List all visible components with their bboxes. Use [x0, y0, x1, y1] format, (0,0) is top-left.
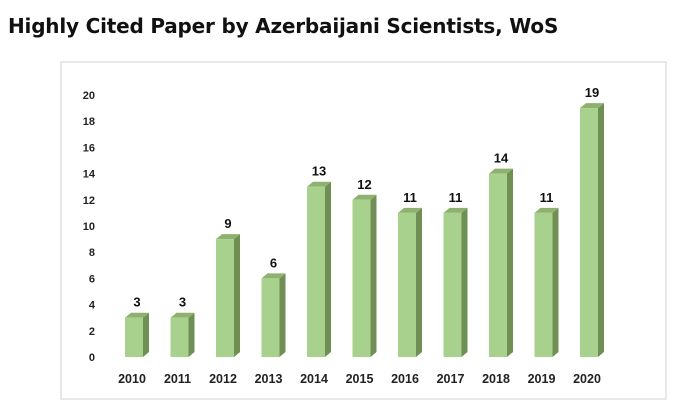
bar-side: [370, 194, 377, 357]
bar-2017: [443, 207, 468, 357]
y-tick-label: 2: [89, 326, 95, 338]
bar-front: [261, 278, 280, 357]
bar-top: [216, 234, 240, 240]
x-tick-label: 2010: [118, 372, 146, 386]
bar-side: [461, 207, 468, 357]
y-tick-label: 6: [89, 273, 95, 285]
bar-2015: [352, 194, 377, 357]
bar-side: [188, 312, 195, 357]
bar-front: [352, 199, 371, 357]
bar-top: [352, 194, 377, 200]
bar-2011: [170, 312, 195, 357]
bar-top: [443, 207, 468, 213]
bar-front: [170, 317, 189, 357]
bar-top: [261, 273, 286, 279]
y-tick-label: 14: [83, 169, 96, 181]
data-label: 11: [403, 190, 417, 205]
x-tick-label: 2019: [528, 372, 556, 386]
y-tick-label: 8: [89, 247, 95, 259]
x-tick-label: 2015: [346, 372, 374, 386]
bar-2012: [216, 234, 240, 357]
x-tick-label: 2014: [300, 372, 328, 386]
bar-top: [307, 181, 331, 187]
bar-2019: [534, 207, 559, 357]
bar-side: [234, 234, 240, 357]
y-tick-label: 20: [83, 90, 95, 102]
bar-2014: [307, 181, 331, 357]
bar-2013: [261, 273, 286, 357]
y-axis: 0 2 4 6 8 10 12 14 16 18 20: [83, 90, 96, 364]
data-label: 12: [357, 177, 371, 192]
bar-side: [325, 181, 331, 357]
bar-top: [489, 168, 513, 174]
bar-front: [398, 212, 416, 357]
bar-top: [125, 312, 149, 318]
data-label: 11: [540, 190, 554, 205]
y-tick-label: 0: [89, 352, 95, 364]
x-tick-label: 2017: [437, 372, 465, 386]
bar-side: [143, 312, 149, 357]
bar-top: [398, 207, 422, 213]
y-tick-label: 4: [89, 300, 96, 312]
bar-series: 3 3 9 6 13 12 11 11 14 11 19: [125, 85, 604, 357]
bar-side: [598, 103, 604, 357]
data-label: 14: [494, 151, 509, 166]
chart-title: Highly Cited Paper by Azerbaijani Scient…: [8, 14, 559, 38]
x-tick-label: 2016: [391, 372, 419, 386]
bar-top: [534, 207, 559, 213]
bar-top: [580, 103, 604, 109]
y-tick-label: 12: [83, 195, 95, 207]
bar-2010: [125, 312, 149, 357]
x-tick-label: 2020: [573, 372, 601, 386]
bar-front: [307, 186, 325, 357]
bar-2016: [398, 207, 422, 357]
x-tick-label: 2018: [482, 372, 510, 386]
bar-front: [216, 239, 234, 357]
x-tick-label: 2011: [164, 372, 191, 386]
bar-front: [125, 317, 143, 357]
bar-side: [552, 207, 559, 357]
bar-side: [279, 273, 286, 357]
y-tick-label: 10: [83, 221, 95, 233]
bar-top: [170, 312, 195, 318]
bar-side: [416, 207, 422, 357]
data-label: 3: [133, 295, 140, 310]
bar-front: [443, 212, 462, 357]
data-label: 19: [585, 85, 599, 100]
data-label: 9: [224, 216, 231, 231]
y-tick-label: 16: [83, 142, 95, 154]
bar-front: [489, 173, 507, 357]
x-tick-label: 2012: [209, 372, 237, 386]
bar-side: [507, 168, 513, 357]
data-label: 13: [312, 164, 326, 179]
data-label: 11: [449, 190, 463, 205]
bar-2018: [489, 168, 513, 357]
x-axis: 2010 2011 2012 2013 2014 2015 2016 2017 2018 2019…: [118, 372, 601, 386]
y-tick-label: 18: [83, 116, 95, 128]
data-label: 3: [179, 295, 186, 310]
data-label: 6: [270, 255, 277, 270]
bar-front: [580, 108, 598, 357]
x-tick-label: 2013: [255, 372, 283, 386]
bar-front: [534, 212, 553, 357]
bar-2020: [580, 103, 604, 357]
